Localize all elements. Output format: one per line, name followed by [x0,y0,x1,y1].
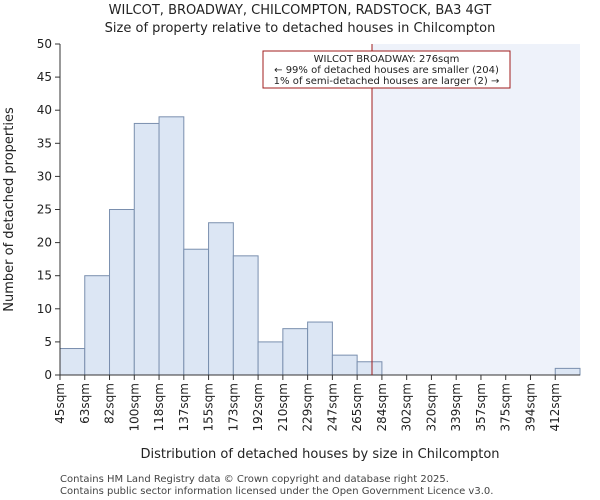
y-tick-label: 0 [44,368,52,382]
y-tick-label: 50 [37,37,52,51]
bars-group [59,116,581,376]
bar-82sqm [109,209,135,376]
footer-line-2: Contains public sector information licen… [60,486,493,497]
x-tick-label: 173sqm [226,383,240,431]
x-tick-label: 412sqm [548,383,562,431]
bar-118sqm [158,116,185,376]
y-tick-label: 25 [37,203,52,217]
x-tick-label: 302sqm [400,383,414,431]
x-axis-ticks: 45sqm 63sqm 82sqm 100sqm 118sqm 137sqm 155sqm 1… [53,375,562,431]
footer-line-1: Contains HM Land Registry data © Crown c… [60,474,449,485]
x-tick-label: 63sqm [78,383,92,424]
x-tick-label: 229sqm [301,383,315,431]
y-axis-label: Number of detached properties [2,107,17,312]
bar-247sqm [331,354,358,376]
y-tick-label: 5 [44,335,52,349]
annotation-line-1: WILCOT BROADWAY: 276sqm [314,54,460,65]
x-tick-label: 100sqm [127,383,141,431]
chart-title: WILCOT, BROADWAY, CHILCOMPTON, RADSTOCK,… [109,3,492,18]
bar-137sqm [183,248,210,376]
x-axis-label: Distribution of detached houses by size … [140,447,499,462]
bar-100sqm [133,122,160,376]
y-tick-label: 35 [37,136,52,150]
annotation-line-2: ← 99% of detached houses are smaller (20… [274,65,499,76]
chart-subtitle: Size of property relative to detached ho… [105,21,496,36]
bar-192sqm [257,341,284,376]
x-tick-label: 375sqm [499,383,513,431]
x-tick-label: 357sqm [474,383,488,431]
x-tick-label: 137sqm [177,383,191,431]
x-tick-label: 118sqm [152,383,166,431]
y-tick-label: 15 [37,269,52,283]
annotation-box: WILCOT BROADWAY: 276sqm ← 99% of detache… [262,50,511,89]
bar-229sqm [307,321,333,376]
bar-412sqm [554,367,581,376]
y-tick-label: 45 [37,70,52,84]
y-tick-label: 30 [37,169,52,183]
x-tick-label: 45sqm [53,383,67,424]
x-tick-label: 394sqm [523,383,537,431]
x-tick-label: 320sqm [424,383,438,431]
x-tick-label: 155sqm [202,383,216,431]
y-tick-label: 40 [37,103,52,117]
x-tick-label: 265sqm [350,383,364,431]
x-tick-label: 210sqm [276,383,290,431]
x-tick-label: 192sqm [251,383,265,431]
larger-than-property-region [372,44,580,375]
bar-210sqm [282,328,309,376]
x-tick-label: 339sqm [449,383,463,431]
x-tick-label: 284sqm [375,383,389,431]
annotation-line-3: 1% of semi-detached houses are larger (2… [274,76,500,87]
bar-45sqm [59,348,86,376]
y-tick-label: 20 [37,236,52,250]
bar-265sqm [356,361,383,376]
annotation-frame [262,50,511,89]
y-axis-ticks: 0 5 10 15 20 25 30 35 40 45 50 [37,37,60,382]
bar-155sqm [208,222,234,376]
bar-63sqm [84,275,111,376]
x-tick-label: 247sqm [325,383,339,431]
bar-173sqm [232,255,259,376]
x-tick-label: 82sqm [103,383,117,424]
y-tick-label: 10 [37,302,52,316]
